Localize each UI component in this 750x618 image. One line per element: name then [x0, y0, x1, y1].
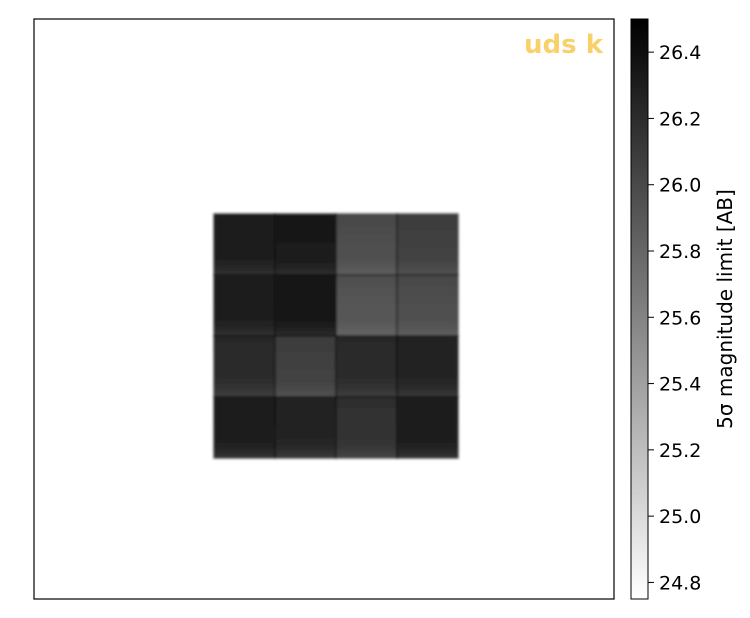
depth-tile-edge: [335, 213, 398, 276]
colorbar-tick-label: 26.0: [659, 175, 701, 197]
colorbar-ticks: 24.8 25.0 25.2 25.4 25.6 25.8 26.0 26.2 26.4: [648, 42, 701, 594]
depth-tile-edge: [274, 213, 337, 276]
colorbar: [630, 18, 649, 600]
depth-tile-edge: [335, 335, 398, 398]
colorbar-tick-label: 26.4: [659, 42, 701, 64]
depth-tile-edge: [335, 396, 398, 459]
colorbar-tick-label: 25.2: [659, 440, 701, 462]
colorbar-tick-label: 25.0: [659, 506, 701, 528]
depth-tile-edge: [396, 274, 459, 337]
colorbar-tick-label: 25.6: [659, 307, 701, 329]
depth-tile-edge: [335, 274, 398, 337]
depth-tile-edge: [213, 335, 276, 398]
depth-tile-edge: [274, 335, 337, 398]
depth-tiles: [213, 213, 459, 459]
colorbar-tick-label: 24.8: [659, 572, 701, 594]
depth-tile-edge: [274, 274, 337, 337]
colorbar-tick-label: 26.2: [659, 108, 701, 130]
colorbar-tick-label: 25.8: [659, 241, 701, 263]
depth-tile-edge: [213, 274, 276, 337]
depth-tile-edge: [213, 396, 276, 459]
chart-title: uds k: [524, 30, 604, 60]
colorbar-label: 5σ magnitude limit [AB]: [713, 189, 737, 429]
depth-tile-edge: [396, 335, 459, 398]
depth-tile-edge: [213, 213, 276, 276]
depth-tile-edge: [396, 396, 459, 459]
colorbar-tick-label: 25.4: [659, 374, 701, 396]
depth-tile-edge: [396, 213, 459, 276]
depth-tile-edge: [274, 396, 337, 459]
